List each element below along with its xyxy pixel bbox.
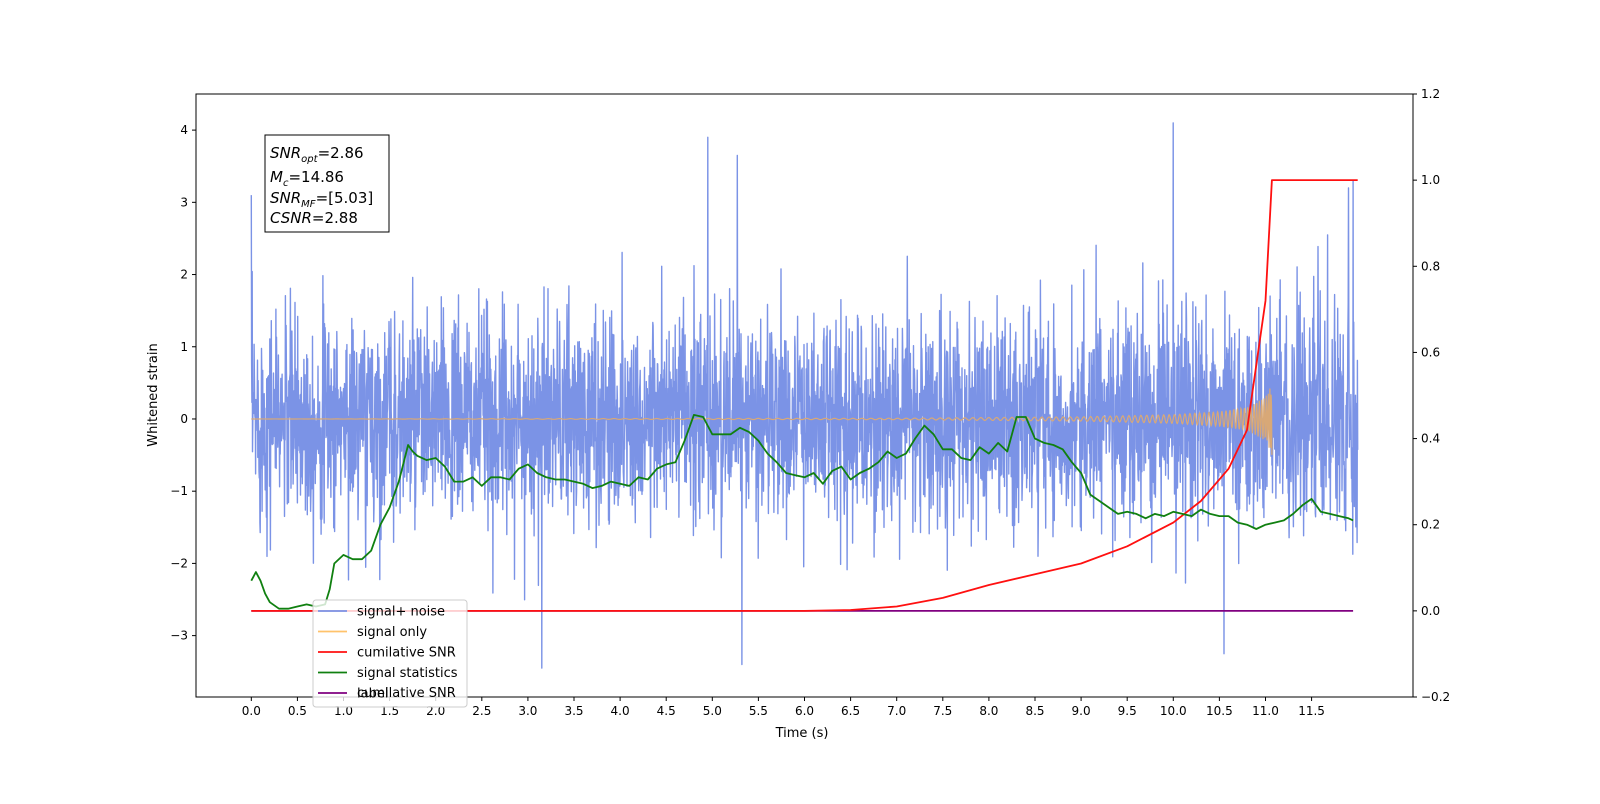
annotation-box: SNRopt=2.86 Mc=14.86 SNRMF=[5.03] CSNR=2… — [264, 134, 390, 233]
legend: cumilative SNR signal+ noise signal only cu… — [312, 599, 468, 708]
x-tick-label: 3.0 — [518, 704, 537, 718]
x-axis: 0.0 0.5 1.0 1.5 2.0 2.5 3.0 3.5 4.0 4.5 5.0 5.5 6.0 6… — [242, 697, 1325, 718]
x-tick-label: 0.0 — [242, 704, 261, 718]
y2-tick-label: 0.0 — [1421, 604, 1440, 618]
y-tick-label: 4 — [180, 123, 188, 137]
series-signal-statistics-line — [250, 414, 1354, 610]
y-tick-label: 2 — [180, 268, 188, 282]
x-tick-label: 2.5 — [472, 704, 491, 718]
x-tick-label: 4.5 — [657, 704, 676, 718]
x-tick-label: 3.5 — [564, 704, 583, 718]
y2-tick-label: 0.6 — [1421, 345, 1440, 359]
y-tick-label: 1 — [180, 340, 188, 354]
x-tick-label: 11.5 — [1298, 704, 1325, 718]
legend-frame — [312, 599, 468, 708]
series-signal-noise-line — [250, 122, 1359, 669]
y2-tick-label: 0.4 — [1421, 432, 1440, 446]
y2-tick-label: 0.2 — [1421, 518, 1440, 532]
x-tick-label: 6.5 — [841, 704, 860, 718]
y-tick-label: 0 — [180, 412, 188, 426]
x-tick-label: 5.5 — [749, 704, 768, 718]
annotation-snr-opt: SNRopt=2.86 — [270, 144, 364, 165]
series-cumulative-snr-line — [251, 179, 1358, 612]
y-tick-label: −3 — [170, 629, 188, 643]
annotation-csnr: CSNR=2.88 — [270, 209, 358, 227]
x-tick-label: 5.0 — [703, 704, 722, 718]
y-axis-left: −3 −2 −1 0 1 2 3 4 — [170, 123, 196, 643]
x-tick-label: 7.5 — [933, 704, 952, 718]
y-tick-label: −2 — [170, 556, 188, 570]
x-axis-label: Time (s) — [775, 726, 829, 741]
y-axis-right: −0.2 0.0 0.2 0.4 0.6 0.8 1.0 1.2 — [1413, 87, 1450, 704]
y-tick-label: 3 — [180, 195, 188, 209]
annotation-chirp-mass: Mc=14.86 — [270, 168, 344, 189]
legend-label: cumilative SNR — [357, 646, 456, 661]
annotation-snr-mf: SNRMF=[5.03] — [270, 189, 373, 210]
y2-tick-label: −0.2 — [1421, 690, 1450, 704]
x-tick-label: 4.0 — [611, 704, 630, 718]
y2-tick-label: 0.8 — [1421, 259, 1440, 273]
x-tick-label: 7.0 — [887, 704, 906, 718]
x-tick-label: 10.5 — [1206, 704, 1233, 718]
y2-tick-label: 1.2 — [1421, 87, 1440, 101]
legend-label: signal statistics — [357, 666, 458, 681]
legend-label: signal+ noise — [357, 605, 445, 620]
x-tick-label: 11.0 — [1252, 704, 1279, 718]
x-tick-label: 10.0 — [1160, 704, 1187, 718]
x-tick-label: 6.0 — [795, 704, 814, 718]
x-tick-label: 8.0 — [979, 704, 998, 718]
legend-overlapped-text: cumilative SNR — [357, 686, 456, 701]
x-tick-label: 8.5 — [1025, 704, 1044, 718]
annotation-frame — [264, 134, 390, 233]
series-signal-only-line — [251, 388, 1273, 455]
x-tick-label: 9.0 — [1072, 704, 1091, 718]
y2-tick-label: 1.0 — [1421, 173, 1440, 187]
legend-label: signal only — [357, 625, 427, 640]
y-tick-label: −1 — [170, 484, 188, 498]
x-tick-label: 0.5 — [288, 704, 307, 718]
x-tick-label: 9.5 — [1118, 704, 1137, 718]
y-axis-label: Whitened strain — [146, 343, 161, 446]
legend-items: cumilative SNR signal+ noise signal only cu… — [318, 605, 458, 702]
legend-label: label — [357, 687, 388, 702]
